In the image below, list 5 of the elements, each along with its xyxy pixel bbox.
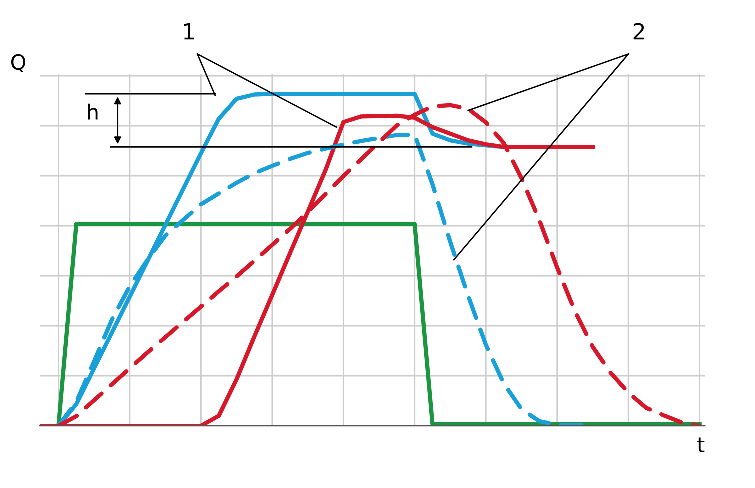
text: 1: [184, 23, 194, 40]
annotation: h: [88, 104, 98, 120]
text: 2: [634, 23, 644, 40]
y-axis-title: Q: [11, 54, 26, 73]
x-axis-title: t: [698, 438, 705, 452]
